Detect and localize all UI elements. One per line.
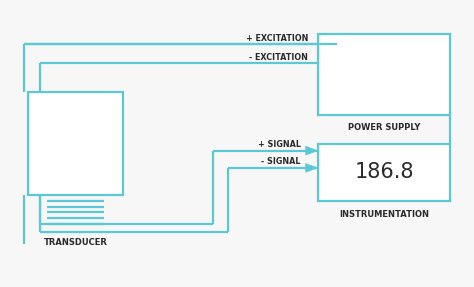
Polygon shape [306, 146, 318, 155]
Text: - SIGNAL: - SIGNAL [262, 158, 301, 166]
FancyBboxPatch shape [28, 92, 123, 195]
Text: - EXCITATION: - EXCITATION [249, 53, 308, 62]
Text: 186.8: 186.8 [354, 162, 414, 182]
Text: POWER SUPPLY: POWER SUPPLY [348, 123, 420, 132]
FancyBboxPatch shape [318, 34, 450, 115]
FancyBboxPatch shape [318, 144, 450, 201]
Text: + EXCITATION: + EXCITATION [246, 34, 308, 43]
Text: INSTRUMENTATION: INSTRUMENTATION [339, 210, 429, 218]
Text: TRANSDUCER: TRANSDUCER [44, 238, 108, 247]
Polygon shape [306, 164, 318, 172]
Text: + SIGNAL: + SIGNAL [258, 140, 301, 149]
